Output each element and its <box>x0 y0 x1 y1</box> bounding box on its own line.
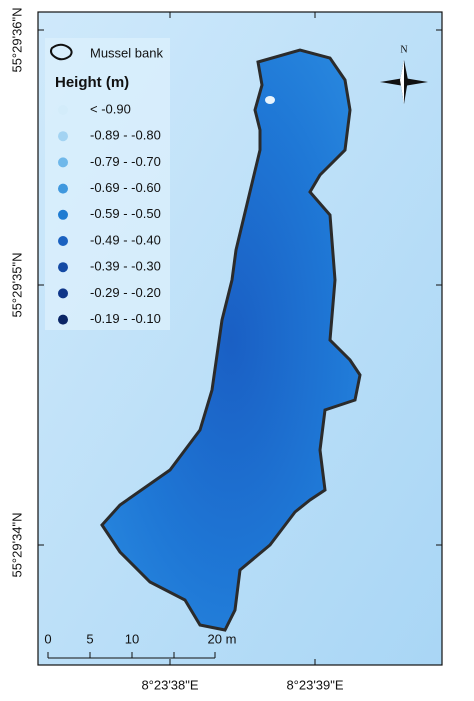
legend-label: -0.59 - -0.50 <box>90 206 161 221</box>
north-label: N <box>400 44 407 55</box>
legend-bank-symbol <box>50 43 73 61</box>
legend-label: -0.69 - -0.60 <box>90 180 161 195</box>
scale-label: 0 <box>44 631 51 646</box>
legend-title: Height (m) <box>55 74 129 91</box>
legend-label: -0.89 - -0.80 <box>90 128 161 143</box>
north-arrow-shade <box>400 60 404 104</box>
legend-feature: Mussel bank <box>90 45 163 60</box>
lat-label: 55°29'36"N <box>9 7 24 72</box>
coordinate-labels: 55°29'36"N 55°29'35"N 55°29'34"N 8°23'38… <box>9 7 442 692</box>
lon-label: 8°23'39"E <box>286 677 343 692</box>
lat-label: 55°29'34"N <box>9 512 24 577</box>
legend-label: < -0.90 <box>90 101 131 116</box>
legend-label: -0.49 - -0.40 <box>90 232 161 247</box>
legend-swatch <box>58 105 68 115</box>
scale-label: 5 <box>86 631 93 646</box>
legend-swatch <box>58 183 68 194</box>
legend-label: -0.19 - -0.10 <box>90 311 161 326</box>
mussel-bank <box>100 48 362 632</box>
scale-bar: 0 5 10 20 m <box>44 631 237 659</box>
scale-label: 10 <box>125 631 139 646</box>
legend-box <box>45 38 170 330</box>
lon-label: 8°23'38"E <box>141 677 198 692</box>
legend-label: -0.79 - -0.70 <box>90 154 161 169</box>
legend-label: -0.39 - -0.30 <box>90 259 161 274</box>
bright-spot <box>265 96 275 104</box>
legend-swatch <box>58 288 68 299</box>
legend-swatch <box>58 157 68 168</box>
legend-swatch <box>58 209 68 220</box>
legend-label: -0.29 - -0.20 <box>90 285 161 300</box>
lat-label: 55°29'35"N <box>9 252 24 317</box>
legend-swatch <box>58 262 68 273</box>
scale-label: 20 m <box>208 631 237 646</box>
legend-swatch <box>58 314 68 325</box>
north-arrow: N <box>380 44 428 104</box>
legend: Mussel bank Height (m) < -0.90 -0.89 - -0… <box>45 38 170 330</box>
legend-swatch <box>58 131 68 142</box>
legend-swatch <box>58 236 68 246</box>
